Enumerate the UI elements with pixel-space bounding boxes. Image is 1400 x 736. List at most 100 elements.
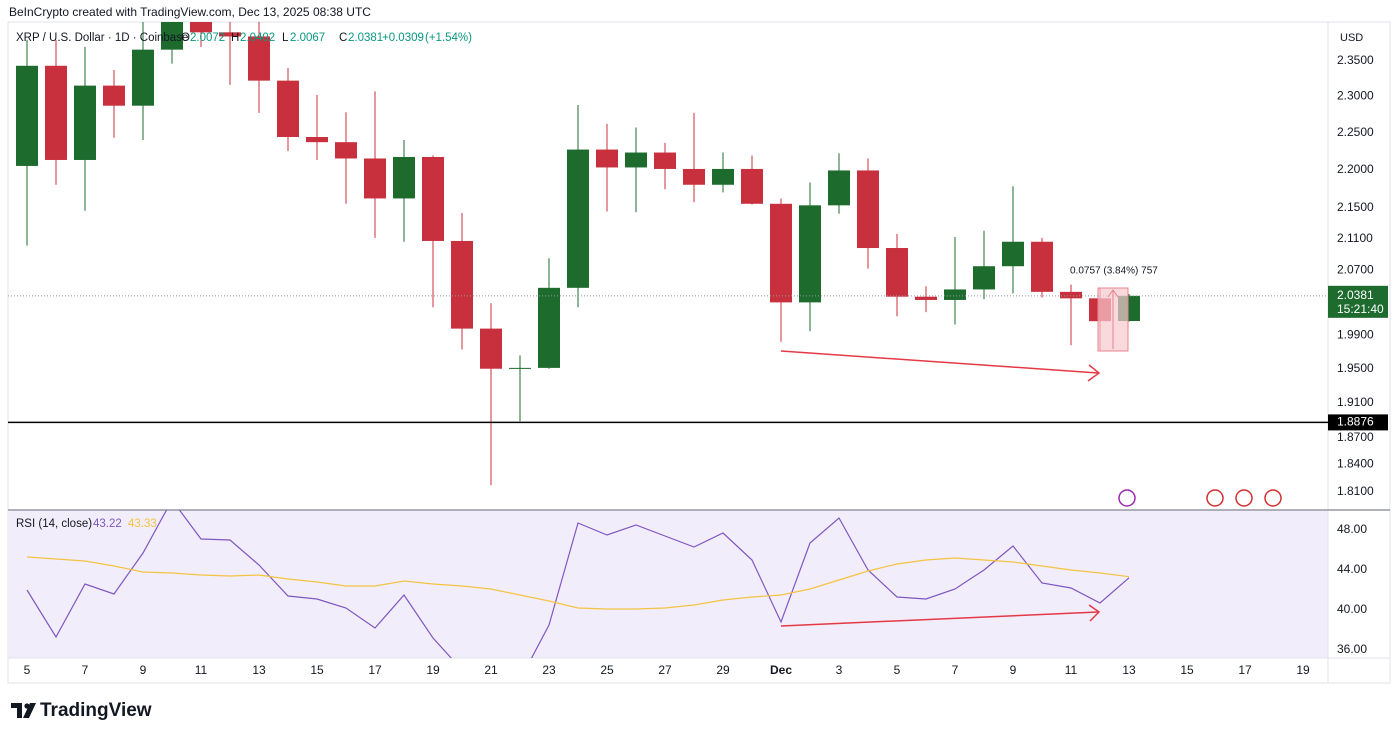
x-tick-label: 5 — [24, 663, 31, 677]
y-tick-label: 1.9900 — [1337, 327, 1374, 341]
candle-body — [219, 32, 241, 37]
candle-body — [1002, 241, 1024, 267]
candle-body — [538, 287, 560, 368]
x-tick-label: 13 — [1122, 663, 1136, 677]
y-tick-label: 40.00 — [1337, 602, 1367, 616]
brand-icon — [24, 703, 30, 709]
level-label-box — [1328, 414, 1388, 431]
event-icon — [1118, 489, 1136, 507]
chart-title: XRP / U.S. Dollar · 1D · Coinbase — [16, 32, 188, 44]
x-tick-label: 9 — [140, 663, 147, 677]
brand-logo: TradingView — [11, 700, 152, 721]
event-icon — [1206, 489, 1224, 507]
trend-arrow — [1087, 364, 1101, 382]
x-tick-label: 27 — [658, 663, 672, 677]
last-price-label: 2.0381 — [1337, 288, 1374, 302]
candle-body — [45, 65, 67, 160]
y-tick-label: 48.00 — [1337, 522, 1367, 536]
ohlc-label: L — [282, 32, 289, 44]
x-tick-label: 25 — [600, 663, 614, 677]
candle-body — [654, 152, 676, 169]
y-tick-label: 1.8100 — [1337, 484, 1374, 498]
x-tick-label: 5 — [894, 663, 901, 677]
rsi-pane — [26, 510, 1130, 658]
candle-body — [480, 328, 502, 369]
ohlc-value: 2.0402 — [240, 32, 275, 44]
candle-body — [1060, 291, 1082, 299]
ohlc-label: H — [231, 32, 239, 44]
y-tick-label: 2.2000 — [1337, 162, 1374, 176]
x-tick-label: 11 — [195, 663, 208, 677]
ohlc-value: 2.0381 — [348, 32, 383, 44]
y-tick-label: 36.00 — [1337, 642, 1367, 656]
change-pct: (+1.54%) — [425, 32, 472, 44]
x-tick-label: 21 — [484, 663, 498, 677]
candle-body — [625, 152, 647, 168]
x-tick-label: 3 — [836, 663, 843, 677]
candle-body — [393, 156, 415, 199]
candle-body — [335, 142, 357, 159]
y-tick-label: 2.2500 — [1337, 125, 1374, 139]
y-tick-label: 2.1100 — [1337, 231, 1373, 245]
x-tick-label: 9 — [1010, 663, 1017, 677]
candle-body — [74, 85, 96, 160]
candle-body — [1031, 241, 1053, 292]
currency: USD — [1340, 32, 1363, 44]
candle-body — [596, 149, 618, 168]
y-tick-label: 1.8400 — [1337, 457, 1374, 471]
y-tick-label: 2.1500 — [1337, 200, 1374, 214]
x-tick-label: 29 — [716, 663, 730, 677]
brand: TradingView — [40, 700, 152, 721]
ohlc-value: 2.0072 — [190, 32, 225, 44]
candle-body — [248, 36, 270, 81]
trend-arrow — [1088, 604, 1101, 622]
price-pane — [8, 22, 1328, 486]
x-tick-label: 13 — [252, 663, 266, 677]
candle-body — [944, 289, 966, 300]
x-tick-label: 19 — [426, 663, 440, 677]
x-tick-label: 11 — [1065, 663, 1078, 677]
last-price-box — [1328, 285, 1388, 318]
rsi-line — [26, 556, 1130, 610]
candle-body — [190, 22, 212, 33]
event-icon — [1235, 489, 1253, 507]
countdown: 15:21:40 — [1337, 302, 1384, 316]
measure-arrow — [1107, 289, 1119, 298]
y-tick-label: 1.8700 — [1337, 430, 1374, 444]
candle-body — [799, 205, 821, 303]
candle-body — [712, 168, 734, 185]
frame — [7, 21, 1391, 684]
x-tick-label: 17 — [1238, 663, 1252, 677]
candle-body — [161, 22, 183, 50]
trend-arrow — [780, 611, 1099, 627]
x-tick-label: 7 — [82, 663, 89, 677]
x-tick-label: 23 — [542, 663, 556, 677]
event-icon — [1264, 489, 1282, 507]
brand-icon — [11, 703, 36, 718]
ohlc-label: O — [181, 32, 190, 44]
level-label: 1.8876 — [1337, 415, 1374, 429]
candle-body — [132, 49, 154, 106]
candle-body — [509, 367, 531, 369]
rsi-background — [8, 510, 1328, 658]
x-tick-label: 19 — [1296, 663, 1310, 677]
y-tick-label: 2.3500 — [1337, 53, 1374, 67]
candle-body — [857, 170, 879, 249]
credit: BeInCrypto created with TradingView.com,… — [9, 5, 371, 19]
x-tick-label: 7 — [952, 663, 959, 677]
candle-body — [828, 170, 850, 206]
candle-body — [277, 80, 299, 138]
axes: 2.3500 2.3000 2.2500 2.2000 2.1500 2.1100 2.07… — [24, 53, 1388, 677]
change: +0.0309 — [382, 32, 424, 44]
rsi-line — [26, 510, 1130, 658]
x-tick-label: Dec — [770, 663, 792, 677]
candle-body — [364, 158, 386, 199]
ohlc-label: C — [339, 32, 347, 44]
candle-body — [915, 296, 937, 300]
y-tick-label: 2.0700 — [1337, 262, 1374, 276]
rsi-title: RSI (14, close) — [16, 518, 92, 530]
x-tick-label: 15 — [310, 663, 324, 677]
legend-entry: 43.22 — [93, 518, 122, 530]
candle-body — [683, 168, 705, 185]
